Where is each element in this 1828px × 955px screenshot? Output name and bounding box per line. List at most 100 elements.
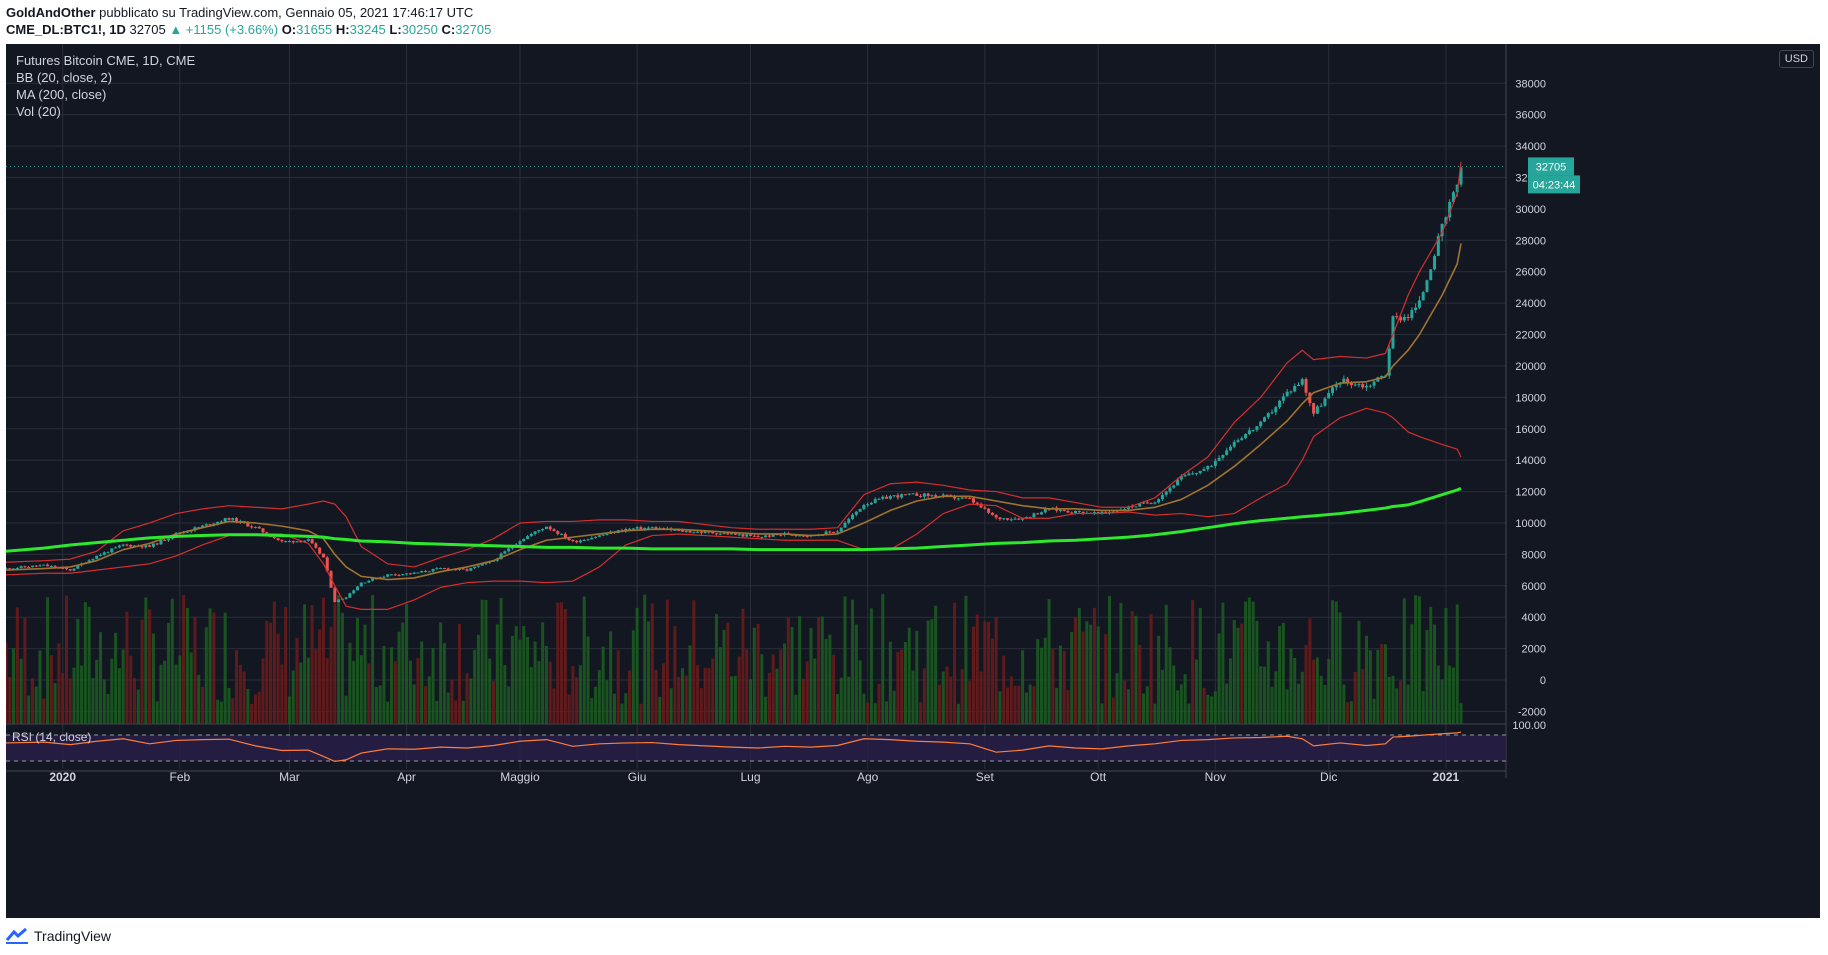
volume-bar <box>12 648 16 724</box>
volume-bar <box>620 703 624 724</box>
candle-body <box>994 515 998 518</box>
volume-bar <box>1410 624 1414 724</box>
candle-body <box>533 531 537 534</box>
candle-body <box>1410 310 1414 319</box>
volume-bar <box>393 661 397 724</box>
volume-bar <box>1070 631 1074 724</box>
legend-title[interactable]: Futures Bitcoin CME, 1D, CME <box>16 53 196 68</box>
volume-bar <box>257 692 261 724</box>
volume-bar <box>155 701 159 724</box>
volume-bar <box>1421 691 1425 724</box>
candle-body <box>983 507 987 509</box>
candle-body <box>1081 511 1085 514</box>
candle-body <box>363 582 367 584</box>
candle-body <box>1353 384 1357 386</box>
volume-bar <box>586 636 590 724</box>
currency-badge[interactable]: USD <box>1778 50 1814 68</box>
candle-body <box>964 497 968 499</box>
volume-bar <box>590 698 594 724</box>
legend-ma[interactable]: MA (200, close) <box>16 87 107 102</box>
candle-body <box>990 512 994 516</box>
candle-body <box>371 578 375 581</box>
candle-body <box>1251 430 1255 432</box>
volume-bar <box>1440 679 1444 724</box>
candle-body <box>926 493 930 496</box>
volume-bar <box>1338 612 1342 724</box>
volume-bar <box>1289 648 1293 724</box>
candle-body <box>473 566 477 569</box>
volume-bar <box>688 645 692 724</box>
price-tag-bg <box>1528 157 1574 176</box>
candle-body <box>567 538 571 540</box>
candle-body <box>246 522 250 527</box>
candle-body <box>680 530 684 532</box>
candle-body <box>318 547 322 554</box>
rsi-label[interactable]: RSI (14, close) <box>12 730 91 744</box>
volume-bar <box>1417 596 1421 724</box>
candle-body <box>1183 475 1187 477</box>
candle-body <box>110 548 114 553</box>
volume-bar <box>284 607 288 724</box>
footer-brand[interactable]: TradingView <box>34 928 112 944</box>
candle-body <box>416 572 420 574</box>
candle-body <box>582 539 586 541</box>
candle-body <box>1206 465 1210 470</box>
candle-body <box>1387 348 1391 376</box>
chart-background <box>6 44 1820 918</box>
candle-body <box>1334 384 1338 388</box>
volume-bar <box>1017 685 1021 724</box>
volume-bar <box>1194 659 1198 724</box>
volume-bar <box>495 624 499 724</box>
volume-bar <box>609 631 613 724</box>
y-tick-label: 2000 <box>1522 644 1546 656</box>
volume-bar <box>548 661 552 724</box>
volume-bar <box>1108 595 1112 724</box>
candle-body <box>420 571 424 573</box>
candle-body <box>934 495 938 497</box>
candle-body <box>537 530 541 532</box>
candle-body <box>389 574 393 576</box>
candle-body <box>144 545 148 548</box>
legend-vol[interactable]: Vol (20) <box>16 104 61 119</box>
volume-bar <box>839 677 843 724</box>
volume-bar <box>529 667 533 724</box>
volume-bar <box>1058 645 1062 724</box>
candle-body <box>529 533 533 537</box>
y-tick-label: 28000 <box>1515 235 1546 247</box>
candle-body <box>1406 317 1410 319</box>
tradingview-logo-icon[interactable] <box>6 928 28 944</box>
volume-bar <box>1414 595 1418 724</box>
volume-bar <box>359 655 363 724</box>
price-chart-svg[interactable]: 2020 Feb Mar Apr Maggio Giu Lug Ago Set Ott Nov Dic… <box>6 44 1820 918</box>
volume-bar <box>174 664 178 724</box>
candle-body <box>1062 509 1066 511</box>
volume-bar <box>76 618 80 724</box>
candle-body <box>1323 398 1327 406</box>
volume-bar <box>1142 693 1146 724</box>
volume-bar <box>23 618 27 724</box>
y-tick-label: 18000 <box>1515 392 1546 404</box>
legend-bb[interactable]: BB (20, close, 2) <box>16 70 113 85</box>
candle-body <box>34 565 38 567</box>
candle-body <box>1134 506 1138 508</box>
volume-bar <box>1433 624 1437 724</box>
candle-body <box>276 538 280 540</box>
candle-body <box>858 509 862 512</box>
candle-body <box>828 531 832 533</box>
candle-body <box>446 568 450 570</box>
candle-body <box>1236 440 1240 442</box>
candle-body <box>915 493 919 496</box>
x-tick-label: Giu <box>628 770 647 784</box>
volume-bar <box>473 649 477 724</box>
candle-body <box>590 537 594 540</box>
volume-bar <box>246 688 250 724</box>
volume-bar <box>1225 683 1229 724</box>
author-name[interactable]: GoldAndOther <box>6 5 96 20</box>
volume-bar <box>628 670 632 724</box>
candle-body <box>1104 511 1108 513</box>
price-tag-label: 32705 <box>1536 161 1567 173</box>
chart-area[interactable]: 2020 Feb Mar Apr Maggio Giu Lug Ago Set Ott Nov Dic… <box>6 44 1820 918</box>
x-tick-label: Dic <box>1320 770 1337 784</box>
volume-bar <box>919 702 923 724</box>
volume-bar <box>1111 697 1115 724</box>
